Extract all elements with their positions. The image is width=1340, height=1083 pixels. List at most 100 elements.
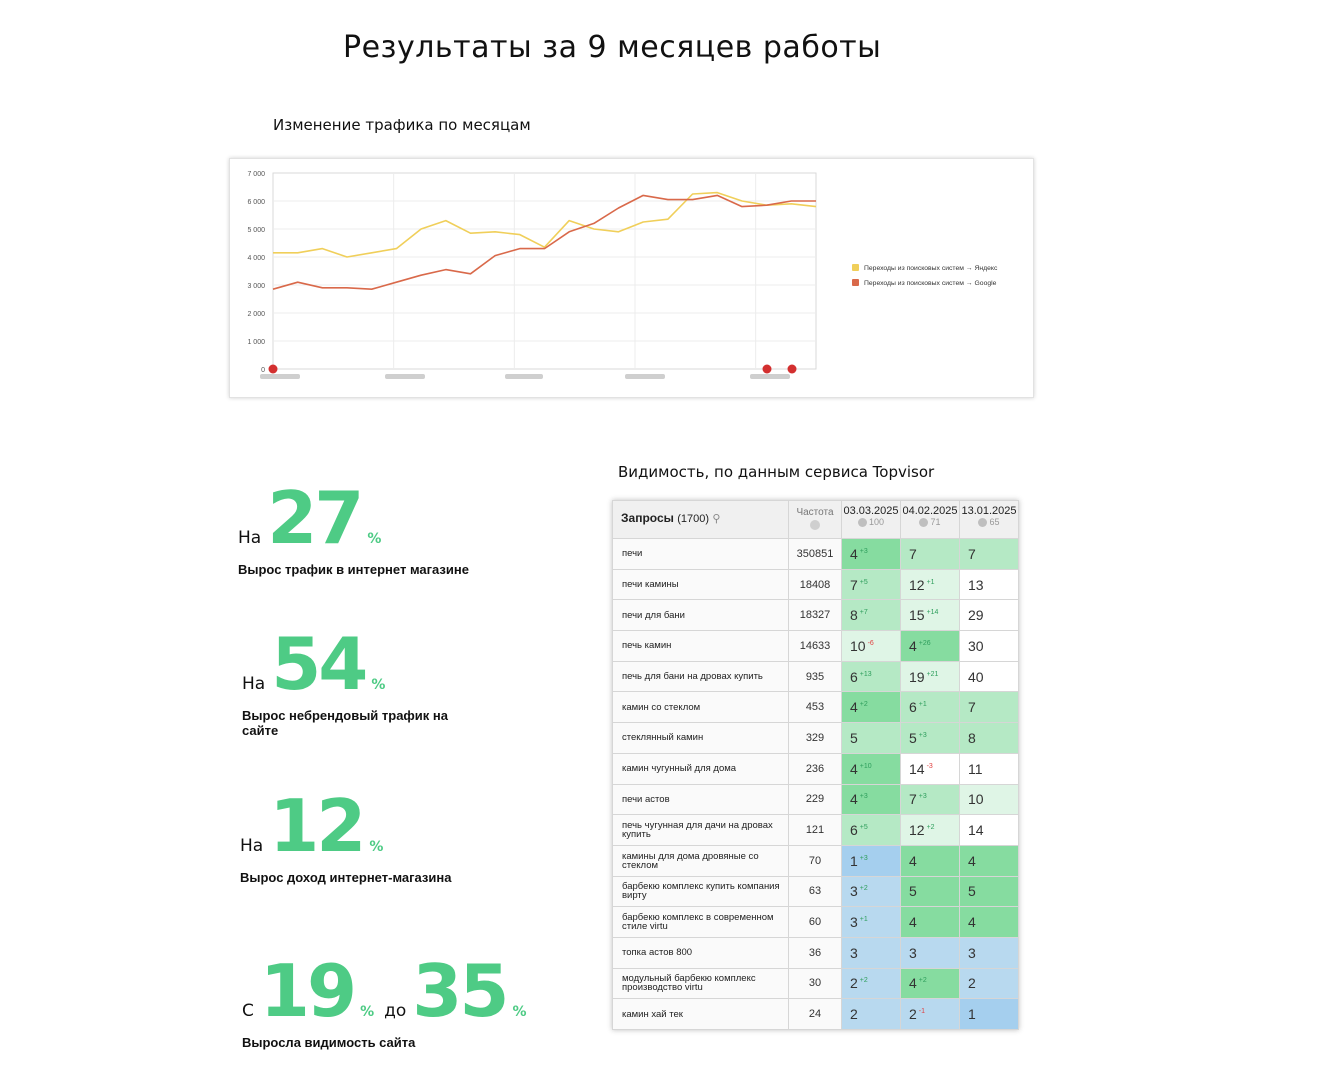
visibility-value: 65 <box>989 517 1000 527</box>
position-cell: 1 +3 <box>841 844 901 877</box>
position-value: 3 <box>850 883 858 900</box>
position-cell: 3 +1 <box>841 906 901 938</box>
visibility-title: Видимость, по данным сервиса Topvisor <box>618 463 935 481</box>
position-delta: +1 <box>918 701 927 709</box>
date-header[interactable]: 04.02.2025 71 <box>900 500 960 539</box>
x-tick-label-blurred <box>750 374 790 379</box>
position-delta: -1 <box>918 1008 926 1016</box>
table-row: барбекю комплекс купить компания вирту 63… <box>612 875 1019 908</box>
position-cell: 10 <box>959 783 1019 816</box>
table-row: печь для бани на дровах купить 935 6 +13 19 +… <box>612 660 1019 693</box>
stat-nonbrand-growth: На 54 % Вырос небрендовый трафик на сайт… <box>242 628 467 738</box>
position-cell: 6 +5 <box>841 814 901 846</box>
y-tick-label: 0 <box>261 367 265 374</box>
plot-area <box>272 172 817 370</box>
table-row: печи камины 18408 7 +5 12 +1 13 <box>612 568 1019 601</box>
query-cell: печи камины <box>612 568 789 601</box>
globe-icon <box>810 520 820 530</box>
position-value: 29 <box>968 607 984 624</box>
frequency-cell: 36 <box>788 936 842 969</box>
position-cell: 2 +2 <box>841 967 901 1000</box>
position-value: 7 <box>909 545 917 562</box>
query-cell: камины для дома дровяные со стеклом <box>612 844 789 877</box>
date-header[interactable]: 13.01.2025 65 <box>959 500 1019 539</box>
y-tick-label: 2 000 <box>247 311 265 318</box>
table-row: камин со стеклом 453 4 +2 6 +1 7 <box>612 691 1019 724</box>
position-value: 3 <box>968 944 976 961</box>
search-icon[interactable]: ⚲ <box>712 513 721 525</box>
query-cell: печь чугунная для дачи на дровах купить <box>612 814 789 846</box>
queries-count: (1700) <box>677 513 710 525</box>
position-delta: +14 <box>926 609 939 617</box>
table-row: стеклянный камин 329 5 5 +3 8 <box>612 722 1019 754</box>
table-header-row: Запросы (1700) ⚲ Частота 03.03.2025 100 … <box>612 500 1019 539</box>
position-cell: 3 <box>900 936 960 969</box>
legend-label: Переходы из поисковых систем → Яндекс <box>864 265 998 272</box>
frequency-cell: 229 <box>788 783 842 816</box>
x-tick-label-blurred <box>625 374 665 379</box>
position-value: 3 <box>909 944 917 961</box>
position-value: 2 <box>850 975 858 992</box>
position-cell: 7 +3 <box>900 783 960 816</box>
stat-unit: % <box>512 1004 527 1020</box>
queries-header[interactable]: Запросы (1700) ⚲ <box>612 500 789 539</box>
date-header[interactable]: 03.03.2025 100 <box>841 500 901 539</box>
stat-description: Вырос доход интернет-магазина <box>240 870 452 885</box>
position-delta: +7 <box>859 609 868 617</box>
query-cell: барбекю комплекс купить компания вирту <box>612 875 789 908</box>
y-tick-label: 6 000 <box>247 199 265 206</box>
position-cell: 2 <box>841 998 901 1030</box>
position-cell: 11 <box>959 752 1019 785</box>
position-cell: 30 <box>959 630 1019 662</box>
y-tick-label: 5 000 <box>247 227 265 234</box>
position-delta: +10 <box>859 762 872 770</box>
position-cell: 12 +1 <box>900 568 960 601</box>
table-row: печи 350851 4 +3 7 7 <box>612 538 1019 570</box>
position-value: 7 <box>968 545 976 562</box>
position-delta: +2 <box>859 701 868 709</box>
position-value: 4 <box>909 914 917 931</box>
frequency-cell: 63 <box>788 875 842 908</box>
stat-traffic-growth: На 27 % Вырос трафик в интернет магазине <box>238 482 488 577</box>
frequency-cell: 30 <box>788 967 842 1000</box>
position-value: 6 <box>850 668 858 685</box>
position-value: 2 <box>909 1006 917 1023</box>
position-value: 10 <box>850 637 866 654</box>
visibility-icon <box>978 518 988 528</box>
position-value: 14 <box>968 822 984 839</box>
frequency-cell: 14633 <box>788 630 842 662</box>
position-cell: 4 <box>900 844 960 877</box>
query-cell: печь камин <box>612 630 789 662</box>
stat-unit: % <box>371 677 386 693</box>
frequency-cell: 18408 <box>788 568 842 601</box>
query-cell: модульный барбекю комплекс производство … <box>612 967 789 1000</box>
position-value: 4 <box>968 852 976 869</box>
frequency-cell: 60 <box>788 906 842 938</box>
position-cell: 10 -6 <box>841 630 901 662</box>
position-cell: 3 +2 <box>841 875 901 908</box>
position-cell: 7 <box>959 691 1019 724</box>
position-cell: 4 +2 <box>900 967 960 1000</box>
position-cell: 15 +14 <box>900 599 960 632</box>
stat-visibility-growth: С 19 % до 35 % Выросла видимость сайта <box>242 955 527 1050</box>
position-value: 11 <box>968 760 983 777</box>
position-cell: 7 +5 <box>841 568 901 601</box>
table-row: печи для бани 18327 8 +7 15 +14 29 <box>612 599 1019 632</box>
traffic-line-chart: 7 000 6 000 5 000 4 000 3 000 2 000 1 000 0 Пере… <box>247 171 998 379</box>
position-cell: 7 <box>900 538 960 570</box>
visibility-value: 71 <box>930 517 941 527</box>
query-cell: камин чугунный для дома <box>612 752 789 785</box>
position-delta: -3 <box>926 762 933 770</box>
frequency-header[interactable]: Частота <box>788 500 842 539</box>
position-delta: -6 <box>867 639 874 647</box>
table-row: топка астов 800 36 3 3 3 <box>612 936 1019 969</box>
traffic-chart-title: Изменение трафика по месяцам <box>273 116 531 134</box>
position-cell: 8 +7 <box>841 599 901 632</box>
query-cell: стеклянный камин <box>612 722 789 754</box>
frequency-cell: 453 <box>788 691 842 724</box>
stat-value: 54 <box>271 622 368 706</box>
stat-prefix: На <box>238 528 262 548</box>
position-delta: +2 <box>926 824 935 832</box>
stat-unit: % <box>367 531 382 547</box>
position-value: 12 <box>909 576 925 593</box>
